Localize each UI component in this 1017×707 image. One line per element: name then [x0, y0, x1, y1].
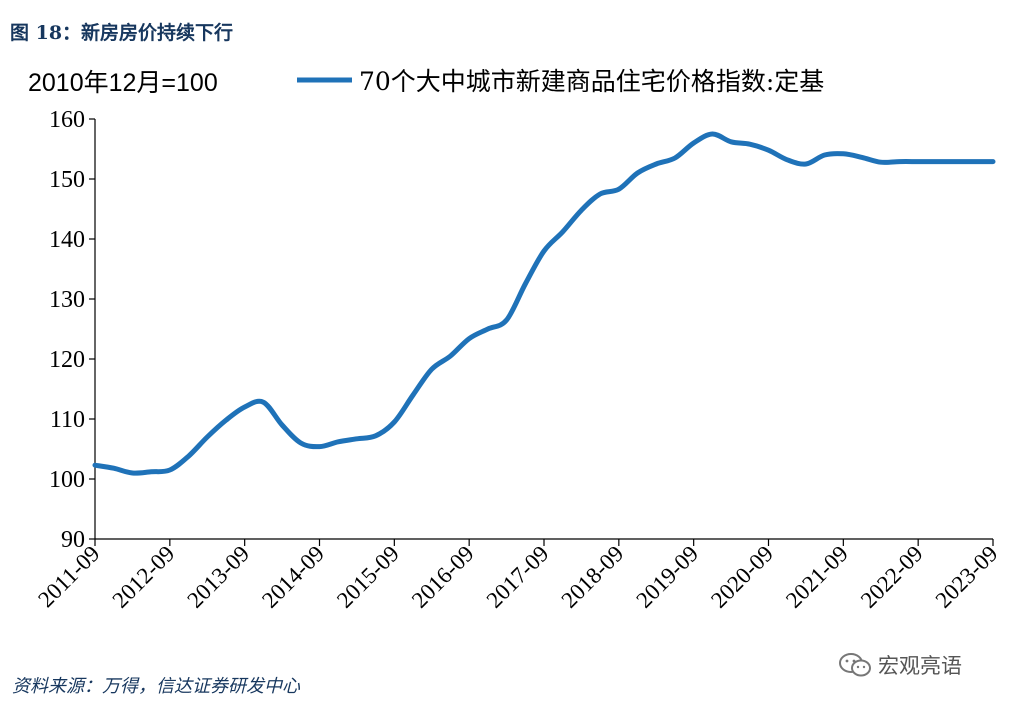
legend: 70个大中城市新建商品住宅价格指数:定基	[297, 67, 824, 96]
y-tick-label: 150	[49, 167, 85, 193]
axes	[94, 119, 993, 540]
y-axis-ticks: 90 100 110 120 130 140 150 160	[49, 107, 95, 553]
x-tick-label: 2020-09	[706, 541, 778, 613]
x-tick-label: 2021-09	[781, 541, 853, 613]
y-tick-label: 100	[49, 467, 85, 493]
x-tick-label: 2018-09	[556, 541, 628, 613]
x-tick-label: 2014-09	[257, 541, 329, 613]
x-tick-label: 2023-09	[931, 541, 1003, 613]
x-tick-label: 2012-09	[107, 541, 179, 613]
y-tick-label: 120	[49, 347, 85, 373]
x-tick-label: 2017-09	[482, 541, 554, 613]
x-tick-label: 2016-09	[407, 541, 479, 613]
y-tick-label: 160	[49, 107, 85, 133]
y-tick-label: 140	[49, 227, 85, 253]
x-axis-ticks: 2011-09 2012-09 2013-09 2014-09 2015-09 2016-…	[33, 539, 1003, 613]
figure-title: 图 18：新房房价持续下行	[10, 22, 234, 44]
x-tick-label: 2015-09	[332, 541, 404, 613]
source-note: 资料来源：万得，信达证券研发中心	[12, 676, 300, 697]
watermark-text: 宏观亮语	[878, 654, 962, 678]
unit-label: 2010年12月=100	[28, 69, 218, 97]
series-line-price-index	[92, 131, 996, 476]
legend-label: 70个大中城市新建商品住宅价格指数:定基	[359, 67, 824, 96]
x-tick-label: 2019-09	[631, 541, 703, 613]
x-tick-label: 2013-09	[182, 541, 254, 613]
watermark: 宏观亮语	[838, 650, 962, 680]
wechat-icon	[839, 653, 871, 677]
x-tick-label: 2022-09	[856, 541, 928, 613]
y-tick-label: 90	[61, 527, 85, 553]
y-tick-label: 130	[49, 287, 85, 313]
y-tick-label: 110	[50, 407, 85, 433]
